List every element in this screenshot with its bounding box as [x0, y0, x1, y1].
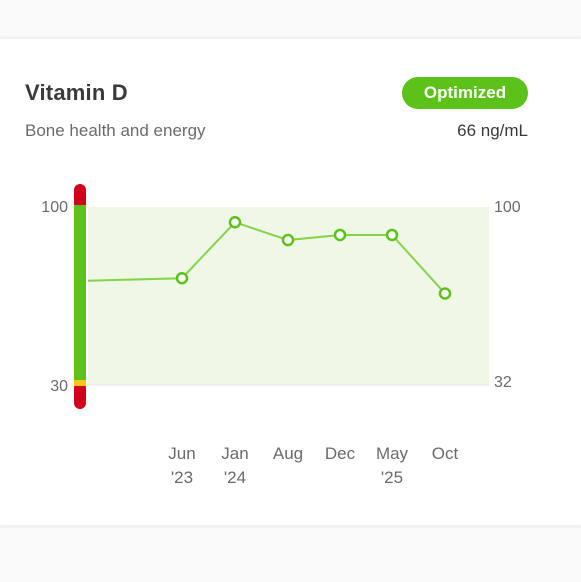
- x-tick-label-year: '23: [171, 468, 193, 487]
- right-axis-label-top: 100: [494, 199, 521, 216]
- data-point[interactable]: [228, 216, 242, 229]
- range-bar-red-top: [74, 184, 86, 210]
- x-tick-label-month: Aug: [273, 444, 303, 463]
- right-axis-label-bottom: 32: [494, 374, 512, 391]
- range-bar-red-bottom: [74, 382, 86, 409]
- data-point[interactable]: [281, 233, 295, 247]
- x-tick-label-month: May: [376, 444, 409, 463]
- data-point[interactable]: [333, 228, 347, 242]
- x-tick-label-month: Jan: [221, 444, 248, 463]
- x-tick-label-year: '25: [381, 468, 403, 487]
- current-value: 66 ng/mL: [457, 121, 528, 140]
- bottom-strip: [0, 528, 581, 582]
- x-tick-label-month: Oct: [432, 444, 459, 463]
- range-indicator-bar: [74, 184, 86, 409]
- x-axis-ticks: Jun '23 Jan '24 Aug Dec May '25 Oct: [168, 444, 458, 487]
- x-tick-label-year: '24: [224, 468, 246, 487]
- optimal-range-band: [88, 207, 489, 385]
- range-bar-yellow: [74, 380, 86, 386]
- left-axis-label-bottom: 30: [50, 378, 68, 395]
- range-bar-green: [74, 205, 86, 381]
- top-strip: [0, 0, 581, 36]
- data-points: [175, 216, 452, 300]
- biomarker-subtitle: Bone health and energy: [25, 121, 206, 140]
- data-point[interactable]: [175, 271, 189, 285]
- data-point[interactable]: [385, 228, 399, 242]
- x-tick-label-month: Dec: [325, 444, 356, 463]
- data-point[interactable]: [438, 287, 452, 300]
- status-badge: Optimized: [402, 77, 528, 109]
- left-axis-label-top: 100: [41, 199, 68, 216]
- x-tick-label-month: Jun: [168, 444, 195, 463]
- biomarker-title: Vitamin D: [25, 80, 128, 105]
